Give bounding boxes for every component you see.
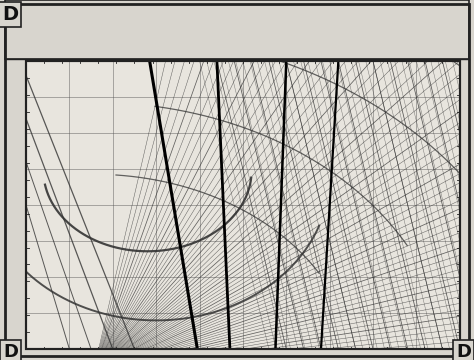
- Text: D: D: [3, 343, 18, 360]
- Text: EPOCH 1975.0: EPOCH 1975.0: [201, 31, 273, 40]
- Text: COMPILED BY AUSTRALIAN MINERAL BUREAU OF MINERAL RESOURCES GEOLOGY & GEOPHYSICS : COMPILED BY AUSTRALIAN MINERAL BUREAU OF…: [126, 48, 348, 52]
- Bar: [26, 61, 460, 349]
- Text: D: D: [456, 343, 471, 360]
- Text: D: D: [2, 5, 18, 24]
- Bar: [5, 0, 469, 59]
- Text: AUSTRALIA AND SURROUNDING AREAS: AUSTRALIA AND SURROUNDING AREAS: [176, 8, 298, 13]
- Text: MAGNETIC DECLINATION OR VARIATION: MAGNETIC DECLINATION OR VARIATION: [106, 17, 368, 30]
- Bar: [26, 61, 460, 349]
